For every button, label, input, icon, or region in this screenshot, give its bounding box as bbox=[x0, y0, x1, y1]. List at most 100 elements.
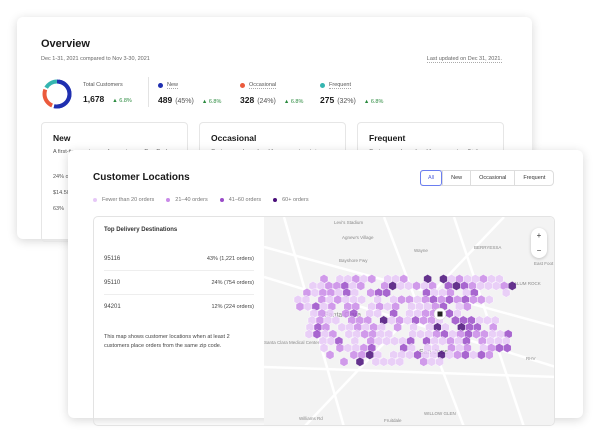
legend-dot-icon bbox=[93, 198, 97, 202]
hex-cell bbox=[382, 336, 391, 346]
hex-cell bbox=[416, 329, 425, 340]
hex-cell bbox=[367, 274, 377, 284]
map-label: Bayshore Fwy bbox=[339, 258, 368, 263]
hex-cell bbox=[339, 356, 349, 367]
hex-cell bbox=[451, 315, 460, 326]
total-customers: Total Customers 1,678 ▲ 6.8% bbox=[83, 82, 132, 104]
overview-title: Overview bbox=[41, 38, 90, 50]
segment-stat-1: Occasional 328 (24%) ▲ 6.8% bbox=[240, 82, 304, 105]
hex-cell bbox=[325, 350, 335, 360]
segment-dot-icon bbox=[320, 83, 325, 88]
hex-cell bbox=[379, 356, 389, 367]
tab-new[interactable]: New bbox=[442, 171, 470, 185]
hex-cell bbox=[438, 336, 447, 346]
tab-all[interactable]: All bbox=[420, 170, 443, 186]
hex-cell bbox=[413, 350, 422, 360]
map-label: Levi's Stadium bbox=[334, 220, 363, 225]
hex-cell bbox=[469, 294, 478, 305]
hex-cell bbox=[295, 301, 305, 312]
map[interactable]: Levi's Stadium Agnew's Village Wayne BERRYE… bbox=[263, 217, 555, 426]
legend-item: 60+ orders bbox=[273, 197, 309, 203]
hex-cell bbox=[319, 343, 329, 353]
hex-cell bbox=[373, 308, 382, 319]
hex-cell bbox=[503, 343, 512, 353]
zoom-controls: + − bbox=[531, 228, 547, 258]
hex-cell bbox=[331, 315, 341, 326]
hex-cell bbox=[445, 350, 454, 360]
hex-cell bbox=[461, 350, 470, 360]
divider bbox=[148, 77, 149, 107]
road bbox=[263, 365, 554, 379]
hex-cell bbox=[304, 329, 314, 340]
hex-cell bbox=[341, 308, 351, 319]
hex-cell bbox=[365, 350, 375, 360]
hex-cell bbox=[404, 281, 413, 291]
segment-dot-icon bbox=[158, 83, 163, 88]
hex-cell bbox=[507, 281, 517, 291]
zoom-out-button[interactable]: − bbox=[536, 246, 542, 255]
hex-cell bbox=[484, 281, 493, 291]
hex-cell bbox=[485, 350, 494, 360]
legend-dot-icon bbox=[219, 198, 224, 202]
hex-cell bbox=[405, 350, 414, 360]
destination-row: 95110 24% (754 orders) bbox=[104, 271, 254, 295]
customer-locations-card: Customer Locations All New Occasional Frequ… bbox=[68, 150, 583, 426]
segment-stat-0: New 489 (45%) ▲ 6.8% bbox=[158, 82, 222, 105]
map-label: Williams Rd bbox=[299, 416, 323, 421]
tab-occasional[interactable]: Occasional bbox=[470, 171, 514, 185]
hex-cell bbox=[435, 356, 444, 367]
hex-cell bbox=[357, 294, 366, 305]
hex-cell bbox=[439, 274, 448, 284]
hex-cell bbox=[463, 301, 472, 312]
map-panel: Top Delivery Destinations 95116 43% (1,22… bbox=[93, 216, 555, 426]
map-label: Wayne bbox=[414, 248, 428, 253]
hex-cell bbox=[472, 329, 481, 340]
hex-cell bbox=[419, 315, 428, 326]
map-label: Agnew's Village bbox=[342, 235, 374, 240]
segment-stat-2: Frequent 275 (32%) ▲ 6.8% bbox=[320, 82, 384, 105]
hex-cell bbox=[337, 322, 347, 333]
map-label: Fruitdale bbox=[384, 418, 402, 423]
hex-cell bbox=[477, 350, 486, 360]
hex-cell bbox=[383, 301, 392, 312]
hex-cell bbox=[382, 287, 391, 298]
map-label: WILLOW GLEN bbox=[424, 411, 456, 416]
customer-donut-chart bbox=[42, 79, 72, 109]
hex-cell bbox=[453, 350, 462, 360]
map-label: East Foot bbox=[534, 261, 554, 266]
hex-cell bbox=[371, 356, 381, 367]
hex-cell bbox=[390, 336, 399, 346]
hex-cell bbox=[366, 287, 375, 298]
segment-dot-icon bbox=[240, 83, 245, 88]
hex-cell bbox=[495, 343, 504, 353]
hex-cell bbox=[312, 329, 322, 340]
zoom-in-button[interactable]: + bbox=[536, 231, 542, 240]
hex-cell bbox=[395, 356, 405, 367]
hex-map[interactable]: Levi's Stadium Agnew's Village Wayne BERRYE… bbox=[263, 217, 555, 426]
legend-item: 21–40 orders bbox=[166, 197, 208, 203]
store-icon bbox=[437, 311, 443, 317]
hex-cell bbox=[387, 356, 397, 367]
destination-row: 95116 43% (1,221 orders) bbox=[104, 247, 254, 271]
top-destinations: Top Delivery Destinations 95116 43% (1,22… bbox=[94, 217, 264, 425]
hex-cell bbox=[501, 287, 511, 298]
segment-tabs: All New Occasional Frequent bbox=[420, 170, 555, 186]
hex-cell bbox=[326, 336, 336, 346]
map-label: ALUM ROCK bbox=[514, 281, 541, 286]
hex-cell bbox=[452, 281, 461, 291]
hex-cell bbox=[477, 294, 486, 305]
last-updated: Last updated on Dec 31, 2021. bbox=[426, 56, 502, 63]
customer-locations-title: Customer Locations bbox=[93, 172, 190, 183]
map-label: BERRYESSA bbox=[474, 245, 501, 250]
hex-cell bbox=[355, 356, 365, 367]
hex-cell bbox=[360, 329, 370, 340]
destination-row: 94201 12% (224 orders) bbox=[104, 304, 254, 310]
top-destinations-title: Top Delivery Destinations bbox=[104, 227, 178, 233]
hex-cell bbox=[397, 294, 406, 305]
tab-frequent[interactable]: Frequent bbox=[514, 171, 553, 185]
map-note: This map shows customer locations when a… bbox=[104, 334, 230, 349]
hex-cell bbox=[356, 281, 366, 291]
hex-cell bbox=[310, 287, 320, 298]
hex-cell bbox=[335, 343, 345, 353]
date-range: Dec 1-31, 2021 compared to Nov 3-30, 202… bbox=[41, 56, 150, 62]
